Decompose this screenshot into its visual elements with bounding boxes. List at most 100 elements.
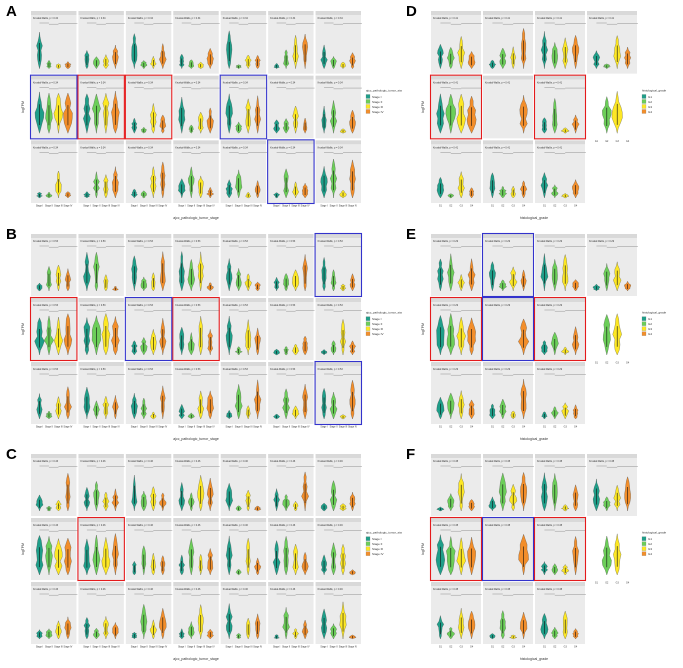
y-axis-label: logTPM [421,323,425,335]
kruskal-wallis-label: Kruskal-Wallis, p = 0.38 [537,588,563,591]
facet-d-1-3: G1 G2 G3 G4 [595,91,630,143]
kruskal-wallis-label: Kruskal-Wallis, p = 0.46 [318,588,344,591]
violin-panel-b: logTPM Kruskal-Wallis, p = 0.53 Kruskal-Wa… [20,231,405,448]
kruskal-wallis-label: Kruskal-Wallis, p = 0.41 [433,17,459,20]
legend-swatch [641,321,647,326]
facet-a-1-5: Kruskal-Wallis, p = 0.34 [268,75,315,139]
legend-item: Stage III [372,547,383,551]
facet-b-0-1: Kruskal-Wallis, p = 0.53 [78,234,125,296]
x-tick-label: Stage I [131,205,139,208]
x-tick-label: G3 [512,647,516,649]
kruskal-wallis-label: Kruskal-Wallis, p = 0.38 [485,524,511,527]
kruskal-wallis-label: Kruskal-Wallis, p = 0.53 [128,304,154,307]
x-tick-label: Stage IV [158,426,167,429]
x-tick-label: Stage II [187,426,195,429]
x-tick-label: G2 [605,583,609,585]
x-axis-label: histological_grade [520,216,548,220]
x-tick-label: Stage II [187,646,195,649]
violin-panel-d: logTPM Kruskal-Wallis, p = 0.41 Kruskal-Wa… [420,8,678,227]
panel-letter-b: B [6,226,17,243]
x-tick-label: Stage IV [64,426,73,429]
violin-panel-a: logTPM Kruskal-Wallis, p = 0.34 Kruskal-Wa… [20,8,405,227]
facet-e-0-3: Kruskal-Wallis, p = 0.29 [587,234,638,296]
facet-f-0-0: Kruskal-Wallis, p = 0.38 [431,454,482,516]
kruskal-wallis-label: Kruskal-Wallis, p = 0.34 [318,17,344,20]
x-tick-label: Stage I [36,205,44,208]
x-tick-label: G1 [491,647,495,649]
facet-e-1-2: Kruskal-Wallis, p = 0.29 [535,298,586,360]
x-tick-label: Stage II [282,646,290,649]
highlight-box-blue [124,296,173,362]
kruskal-wallis-label: Kruskal-Wallis, p = 0.38 [433,588,459,591]
facet-c-0-4: Kruskal-Wallis, p = 0.46 [220,454,268,516]
kruskal-wallis-label: Kruskal-Wallis, p = 0.34 [318,146,344,149]
x-tick-label: G1 [491,206,495,208]
kruskal-wallis-label: Kruskal-Wallis, p = 0.41 [537,146,563,149]
x-tick-label: Stage I [273,426,281,429]
legend-swatch [641,536,647,541]
facet-c-1-5: Kruskal-Wallis, p = 0.46 [268,518,315,580]
violin-grid-b: logTPM Kruskal-Wallis, p = 0.53 Kruskal-Wa… [21,232,405,441]
x-tick-label: Stage IV [348,426,357,429]
highlight-box-red [29,296,78,362]
x-tick-label: G4 [470,647,474,649]
x-tick-label: G4 [470,206,474,208]
facet-c-0-5: Kruskal-Wallis, p = 0.46 [268,454,315,516]
kruskal-wallis-label: Kruskal-Wallis, p = 0.29 [589,240,615,243]
kruskal-wallis-label: Kruskal-Wallis, p = 0.34 [175,17,201,20]
x-tick-label: G3 [564,206,568,208]
x-tick-label: Stage I [83,205,91,208]
highlight-box-blue [481,516,535,582]
legend-title: histological_grade [642,88,667,92]
facet-e-2-1: Kruskal-Wallis, p = 0.29 G1 G2 G3 G4 [483,362,534,429]
kruskal-wallis-label: Kruskal-Wallis, p = 0.34 [270,146,296,149]
x-tick-label: G2 [501,647,505,649]
facet-a-0-6: Kruskal-Wallis, p = 0.34 [315,11,362,74]
facet-d-1-2: Kruskal-Wallis, p = 0.41 [535,75,586,139]
legend-swatch [365,316,371,321]
kruskal-wallis-label: Kruskal-Wallis, p = 0.29 [485,304,511,307]
kruskal-wallis-label: Kruskal-Wallis, p = 0.53 [223,368,249,371]
highlight-box-red [124,74,173,140]
x-tick-label: G4 [522,427,526,429]
legend-title: histological_grade [642,531,667,535]
legend-item: G4 [648,332,652,336]
legend-item: G2 [648,100,652,104]
kruskal-wallis-label: Kruskal-Wallis, p = 0.29 [433,240,459,243]
kruskal-wallis-label: Kruskal-Wallis, p = 0.53 [318,240,344,243]
x-tick-label: G4 [626,141,630,143]
x-tick-label: Stage II [330,426,338,429]
x-tick-label: Stage II [330,205,338,208]
kruskal-wallis-label: Kruskal-Wallis, p = 0.46 [223,588,249,591]
legend-swatch [365,104,371,109]
kruskal-wallis-label: Kruskal-Wallis, p = 0.29 [485,368,511,371]
facet-d-0-3: Kruskal-Wallis, p = 0.41 [587,11,638,74]
x-tick-label: G2 [605,363,609,365]
x-tick-label: Stage II [140,426,148,429]
kruskal-wallis-label: Kruskal-Wallis, p = 0.34 [33,146,59,149]
legend-item: Stage IV [372,552,384,556]
facet-a-1-4: Kruskal-Wallis, p = 0.34 [220,75,268,139]
x-axis-label: histological_grade [520,657,548,661]
x-tick-label: Stage III [339,646,348,649]
legend-swatch [641,326,647,331]
kruskal-wallis-label: Kruskal-Wallis, p = 0.29 [537,304,563,307]
kruskal-wallis-label: Kruskal-Wallis, p = 0.53 [318,304,344,307]
kruskal-wallis-label: Kruskal-Wallis, p = 0.46 [33,524,59,527]
x-tick-label: G4 [626,363,630,365]
x-tick-label: Stage III [196,646,205,649]
x-tick-label: Stage III [102,426,111,429]
x-tick-label: Stage IV [64,205,73,208]
x-tick-label: Stage IV [158,205,167,208]
facet-d-0-0: Kruskal-Wallis, p = 0.41 [431,11,482,74]
kruskal-wallis-label: Kruskal-Wallis, p = 0.46 [223,524,249,527]
facet-d-2-1: Kruskal-Wallis, p = 0.41 G1 G2 G3 G4 [483,140,534,208]
facet-a-1-0: Kruskal-Wallis, p = 0.34 [31,75,78,139]
x-tick-label: Stage III [291,205,300,208]
